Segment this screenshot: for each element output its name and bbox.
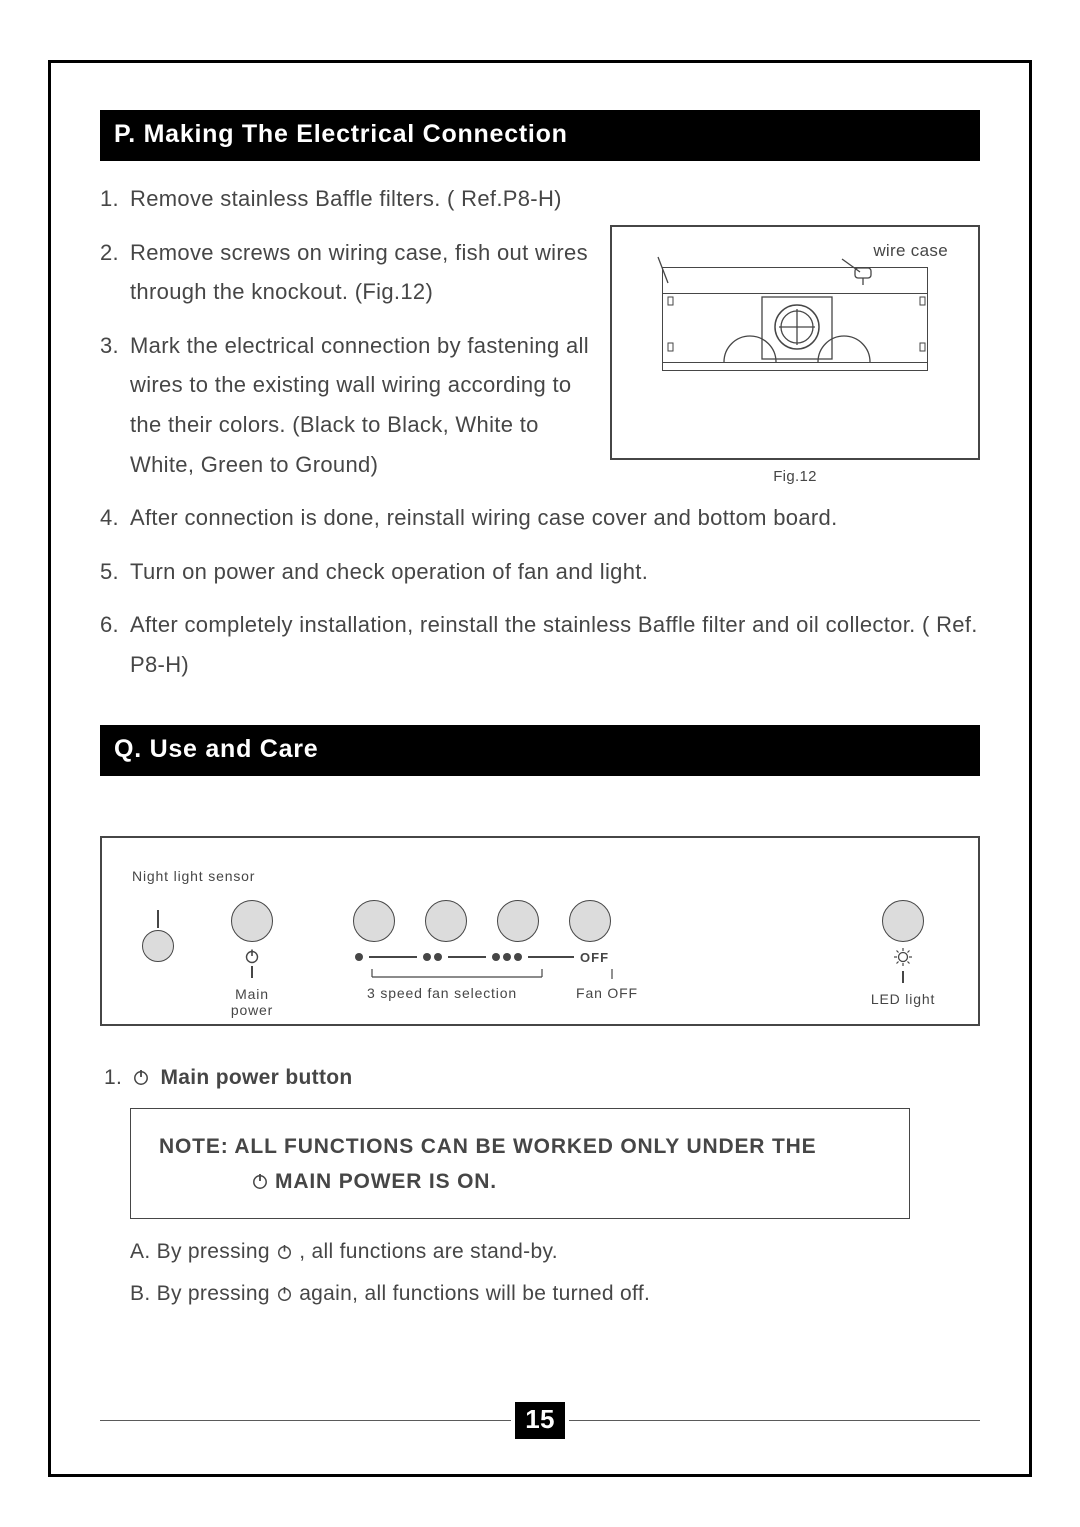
- fig12-box: wire case: [610, 225, 980, 460]
- night-light-sensor-label: Night light sensor: [132, 868, 948, 884]
- power-icon: [276, 1243, 293, 1260]
- night-light-sensor-button: [142, 930, 174, 962]
- power-icon: [132, 1068, 150, 1086]
- night-light-sensor-column: [142, 910, 174, 962]
- q1-substeps: A. By pressing , all functions are stand…: [130, 1231, 980, 1315]
- fan-speed-2-button: [425, 900, 467, 942]
- fan-speed-column: OFF 3 speed fan selection Fan OFF: [312, 900, 652, 1001]
- note-line1: NOTE: ALL FUNCTIONS CAN BE WORKED ONLY U…: [159, 1129, 881, 1165]
- step-1: 1. Remove stainless Baffle filters. ( Re…: [100, 179, 980, 219]
- fig12-diagram: wire case: [610, 225, 980, 485]
- fan-bracket: [312, 965, 652, 985]
- q1-heading: 1. Main power button: [104, 1066, 980, 1090]
- fig12-housing: [662, 267, 928, 367]
- led-light-label: LED light: [868, 991, 938, 1007]
- step-6: 6. After completely installation, reinst…: [100, 605, 980, 684]
- step-5: 5. Turn on power and check operation of …: [100, 552, 980, 592]
- main-power-column: Main power: [217, 900, 287, 1018]
- page: P. Making The Electrical Connection wire…: [0, 0, 1080, 1527]
- note-line2-row: MAIN POWER IS ON.: [159, 1164, 881, 1200]
- section-q-header: Q. Use and Care: [100, 725, 980, 776]
- fan-off-button: [569, 900, 611, 942]
- off-label: OFF: [580, 950, 609, 965]
- substep-b: B. By pressing again, all functions will…: [130, 1273, 980, 1315]
- step-4: 4. After connection is done, reinstall w…: [100, 498, 980, 538]
- content-area: P. Making The Electrical Connection wire…: [100, 110, 980, 1427]
- main-power-button: [231, 900, 273, 942]
- power-icon: [276, 1285, 293, 1302]
- power-icon: [244, 948, 260, 964]
- main-power-label: Main power: [217, 986, 287, 1018]
- led-light-button: [882, 900, 924, 942]
- note-box: NOTE: ALL FUNCTIONS CAN BE WORKED ONLY U…: [130, 1108, 910, 1219]
- fan-selection-label: 3 speed fan selection: [322, 985, 562, 1001]
- lightbulb-icon: [894, 948, 912, 966]
- fan-off-label: Fan OFF: [562, 985, 652, 1001]
- led-light-column: LED light: [868, 900, 938, 1007]
- fan-speed-3-button: [497, 900, 539, 942]
- substep-a: A. By pressing , all functions are stand…: [130, 1231, 980, 1273]
- page-number-row: 15: [100, 1402, 980, 1439]
- section-p-header: P. Making The Electrical Connection: [100, 110, 980, 161]
- fan-speed-1-button: [353, 900, 395, 942]
- fig12-caption: Fig.12: [610, 468, 980, 485]
- page-number: 15: [515, 1402, 565, 1439]
- control-panel-diagram: Night light sensor: [100, 836, 980, 1026]
- fig12-detail: [662, 267, 928, 367]
- power-icon: [251, 1172, 269, 1190]
